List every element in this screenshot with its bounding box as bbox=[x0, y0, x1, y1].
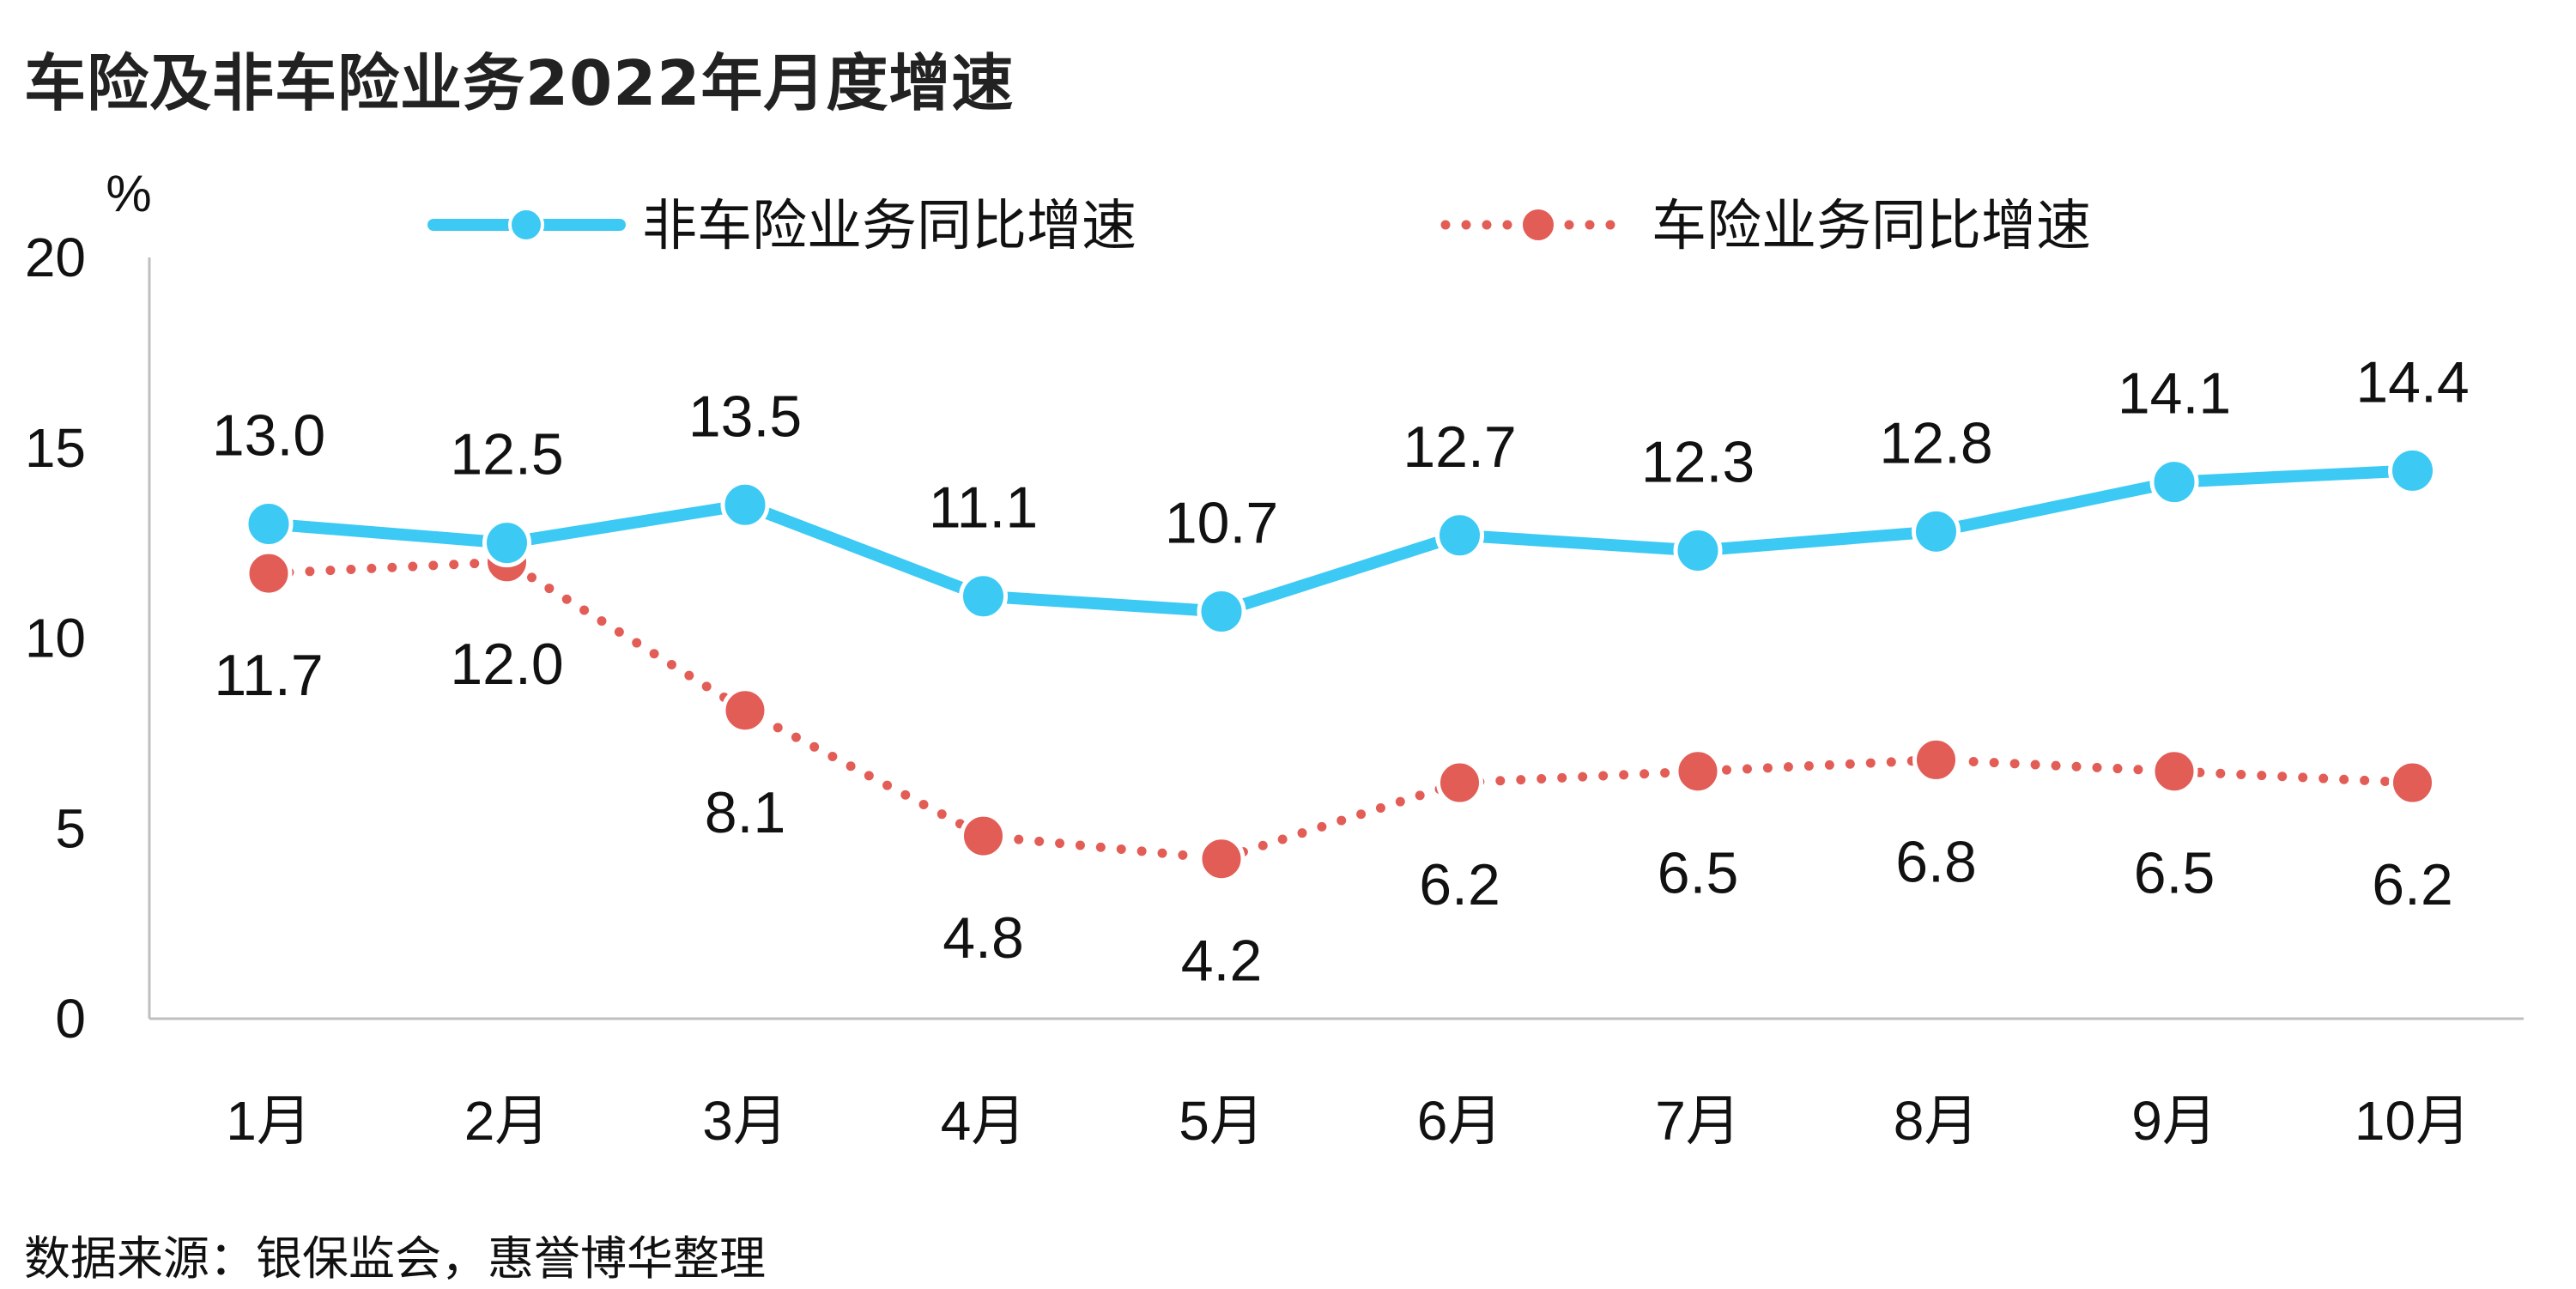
data-point bbox=[2389, 759, 2436, 807]
data-label: 11.7 bbox=[214, 643, 323, 708]
data-label: 10.7 bbox=[1165, 490, 1278, 555]
x-tick-label: 5月 bbox=[1179, 1090, 1264, 1152]
data-label: 4.8 bbox=[943, 905, 1024, 971]
source-note: 数据来源：银保监会，惠誉博华整理 bbox=[24, 1232, 766, 1286]
series-line bbox=[264, 557, 2417, 864]
data-point bbox=[1674, 747, 1722, 796]
data-label: 12.0 bbox=[450, 632, 563, 697]
legend-label: 车险业务同比增速 bbox=[1652, 195, 2091, 257]
data-label: 14.1 bbox=[2118, 361, 2231, 427]
data-label: 12.3 bbox=[1641, 429, 1755, 494]
legend-swatch-marker bbox=[508, 207, 544, 243]
data-labels: 13.0 12.5 13.5 11.1 10.7 12.7 12.3 12.8 14.1 14.4… bbox=[212, 349, 2470, 993]
data-label: 6.8 bbox=[1895, 829, 1977, 894]
data-label: 13.0 bbox=[212, 402, 325, 468]
data-point bbox=[1436, 759, 1483, 807]
y-axis-unit: % bbox=[106, 165, 151, 222]
data-label: 12.7 bbox=[1403, 415, 1516, 480]
data-point bbox=[960, 812, 1007, 860]
data-label: 6.5 bbox=[2134, 841, 2215, 906]
data-point bbox=[1912, 506, 1961, 556]
legend-label: 非车险业务同比增速 bbox=[642, 195, 1136, 257]
data-point bbox=[2388, 445, 2437, 495]
x-tick-label: 6月 bbox=[1417, 1090, 1503, 1152]
y-tick-label: 0 bbox=[55, 988, 86, 1050]
axes: 0 5 10 15 20% 1月 2月 3月 4月 5月 6月 7月 8月 9月 10月 bbox=[25, 165, 2524, 1152]
x-tick-label: 3月 bbox=[702, 1090, 788, 1152]
x-tick-label: 2月 bbox=[464, 1090, 550, 1152]
data-label: 6.2 bbox=[2372, 852, 2453, 917]
data-label: 12.8 bbox=[1879, 410, 1992, 475]
data-label: 13.5 bbox=[688, 384, 802, 449]
data-label: 14.4 bbox=[2355, 349, 2469, 415]
data-point bbox=[959, 572, 1008, 621]
x-tick-label: 4月 bbox=[941, 1090, 1027, 1152]
x-tick-label: 10月 bbox=[2355, 1090, 2470, 1152]
y-tick-label: 20 bbox=[25, 227, 86, 288]
legend-swatch-marker bbox=[1519, 206, 1557, 244]
data-label: 8.1 bbox=[705, 780, 786, 845]
data-point bbox=[244, 499, 294, 548]
x-tick-label: 1月 bbox=[226, 1090, 312, 1152]
legend: 非车险业务同比增速 车险业务同比增速 bbox=[427, 195, 2091, 257]
data-point bbox=[482, 518, 531, 568]
data-label: 6.2 bbox=[1419, 852, 1500, 917]
y-tick-label: 5 bbox=[55, 797, 86, 859]
data-label: 11.1 bbox=[929, 475, 1038, 541]
series-layer bbox=[244, 445, 2437, 883]
data-point bbox=[1197, 586, 1246, 636]
data-point bbox=[1912, 735, 1960, 784]
data-point bbox=[720, 480, 770, 530]
x-tick-label: 7月 bbox=[1655, 1090, 1741, 1152]
y-tick-label: 10 bbox=[25, 608, 86, 669]
chart-title: 车险及非车险业务2022年月度增速 bbox=[24, 47, 1015, 119]
data-point bbox=[2149, 457, 2199, 507]
data-point bbox=[1673, 525, 1723, 575]
data-label: 6.5 bbox=[1658, 841, 1739, 906]
data-point bbox=[1435, 511, 1484, 560]
data-label: 12.5 bbox=[450, 422, 563, 487]
y-tick-label: 15 bbox=[25, 417, 86, 479]
x-tick-label: 9月 bbox=[2131, 1090, 2217, 1152]
data-point bbox=[721, 687, 769, 735]
data-label: 4.2 bbox=[1181, 929, 1263, 994]
data-point bbox=[2150, 747, 2198, 796]
x-tick-label: 8月 bbox=[1894, 1090, 1979, 1152]
series-line bbox=[263, 464, 2419, 618]
data-point bbox=[1197, 835, 1246, 883]
data-point bbox=[245, 549, 293, 597]
